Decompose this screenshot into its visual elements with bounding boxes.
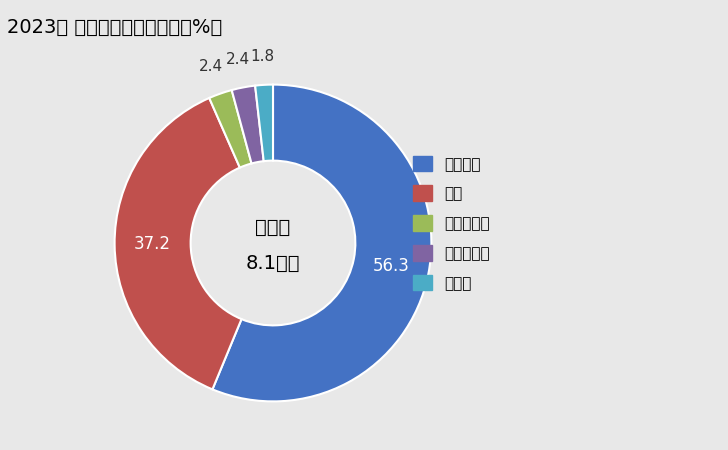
Wedge shape [232, 86, 264, 163]
Text: 2023年 輸出相手国のシェア（%）: 2023年 輸出相手国のシェア（%） [7, 18, 223, 37]
Text: 2.4: 2.4 [199, 59, 223, 74]
Legend: ベトナム, 中国, ミャンマー, カンボジア, その他: ベトナム, 中国, ミャンマー, カンボジア, その他 [408, 149, 496, 297]
Wedge shape [255, 85, 273, 161]
Wedge shape [209, 90, 252, 167]
Text: 1.8: 1.8 [250, 49, 274, 64]
Text: 37.2: 37.2 [134, 235, 171, 253]
Text: 56.3: 56.3 [373, 257, 410, 275]
Wedge shape [114, 98, 242, 389]
Wedge shape [213, 85, 432, 401]
Text: 2.4: 2.4 [226, 52, 250, 67]
Text: 8.1億円: 8.1億円 [246, 254, 300, 273]
Text: 総　額: 総 額 [256, 218, 290, 237]
